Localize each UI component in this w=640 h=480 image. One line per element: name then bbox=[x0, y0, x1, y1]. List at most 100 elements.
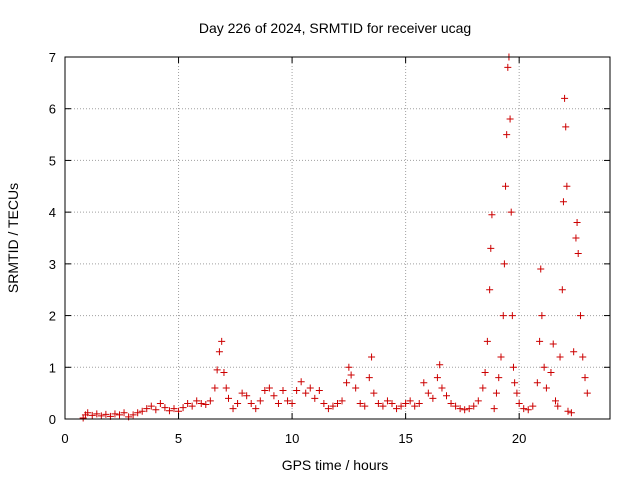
data-point bbox=[538, 312, 546, 320]
data-point bbox=[567, 409, 575, 417]
data-point bbox=[573, 218, 581, 226]
data-point bbox=[563, 182, 571, 190]
data-point bbox=[574, 250, 582, 258]
data-point bbox=[554, 402, 562, 410]
data-point bbox=[293, 387, 301, 395]
data-point bbox=[397, 402, 405, 410]
data-point bbox=[234, 399, 242, 407]
data-point bbox=[495, 374, 503, 382]
data-point bbox=[520, 405, 528, 413]
data-point bbox=[536, 337, 544, 345]
data-point bbox=[111, 410, 119, 418]
data-point bbox=[576, 312, 584, 320]
data-point bbox=[243, 392, 251, 400]
x-axis-label: GPS time / hours bbox=[282, 457, 389, 473]
data-point bbox=[558, 286, 566, 294]
data-point bbox=[297, 378, 305, 386]
data-point bbox=[265, 384, 273, 392]
y-tick-label: 6 bbox=[49, 102, 56, 117]
data-point bbox=[229, 405, 237, 413]
grid-lines bbox=[65, 57, 610, 419]
data-point bbox=[502, 182, 510, 190]
data-point bbox=[542, 384, 550, 392]
data-point bbox=[486, 286, 494, 294]
data-point bbox=[161, 404, 169, 412]
data-point bbox=[529, 402, 537, 410]
data-point bbox=[488, 211, 496, 219]
data-point bbox=[429, 394, 437, 402]
data-point bbox=[443, 392, 450, 400]
data-point bbox=[456, 405, 464, 413]
data-point bbox=[222, 384, 230, 392]
data-point bbox=[492, 389, 500, 397]
data-point bbox=[270, 392, 278, 400]
y-tick-label: 3 bbox=[49, 257, 56, 272]
data-point bbox=[84, 409, 92, 417]
y-axis-label: SRMTID / TECUs bbox=[5, 183, 21, 293]
data-point bbox=[225, 394, 232, 402]
data-point bbox=[102, 410, 110, 418]
data-point bbox=[533, 379, 541, 387]
data-point bbox=[315, 387, 323, 395]
data-point bbox=[279, 387, 287, 395]
data-point bbox=[138, 407, 146, 415]
data-point bbox=[537, 265, 545, 273]
data-point bbox=[247, 399, 255, 407]
data-point bbox=[261, 387, 269, 395]
data-point bbox=[213, 366, 221, 374]
data-point bbox=[552, 397, 559, 405]
data-point bbox=[509, 363, 517, 371]
data-point bbox=[193, 397, 201, 405]
data-point bbox=[134, 409, 142, 417]
data-point bbox=[483, 337, 491, 345]
data-point bbox=[347, 371, 355, 379]
data-point bbox=[556, 353, 564, 361]
data-point bbox=[356, 399, 364, 407]
data-point bbox=[388, 399, 396, 407]
data-point bbox=[188, 402, 196, 410]
data-point bbox=[215, 348, 223, 356]
data-point bbox=[311, 394, 319, 402]
data-point bbox=[120, 409, 128, 417]
data-points bbox=[79, 53, 591, 422]
data-point bbox=[329, 402, 337, 410]
data-point bbox=[220, 368, 228, 376]
data-point bbox=[447, 399, 455, 407]
data-point bbox=[374, 399, 382, 407]
data-point bbox=[252, 405, 260, 413]
data-point bbox=[88, 411, 96, 419]
y-tick-label: 0 bbox=[49, 412, 56, 427]
data-point bbox=[515, 399, 523, 407]
data-point bbox=[256, 397, 264, 405]
data-point bbox=[470, 402, 478, 410]
x-tick-label: 15 bbox=[398, 431, 412, 446]
data-point bbox=[570, 348, 578, 356]
data-point bbox=[324, 405, 332, 413]
data-point bbox=[411, 402, 419, 410]
data-point bbox=[511, 379, 519, 387]
y-tick-label: 4 bbox=[49, 205, 56, 220]
data-point bbox=[179, 404, 187, 412]
data-point bbox=[288, 399, 296, 407]
data-point bbox=[365, 374, 373, 382]
x-tick-label: 5 bbox=[175, 431, 182, 446]
data-point bbox=[306, 384, 314, 392]
data-point bbox=[338, 397, 346, 405]
data-point bbox=[559, 198, 567, 206]
data-point bbox=[334, 399, 341, 407]
data-point bbox=[129, 411, 137, 419]
data-point bbox=[197, 399, 205, 407]
data-point bbox=[143, 405, 151, 413]
data-point bbox=[513, 389, 521, 397]
chart-title: Day 226 of 2024, SRMTID for receiver uca… bbox=[199, 20, 471, 36]
data-point bbox=[165, 407, 173, 415]
data-point bbox=[561, 94, 569, 102]
data-point bbox=[383, 397, 391, 405]
data-point bbox=[206, 397, 214, 405]
data-point bbox=[370, 389, 378, 397]
data-point bbox=[461, 406, 469, 414]
data-point bbox=[547, 368, 555, 376]
data-point bbox=[479, 384, 487, 392]
data-point bbox=[465, 405, 473, 413]
